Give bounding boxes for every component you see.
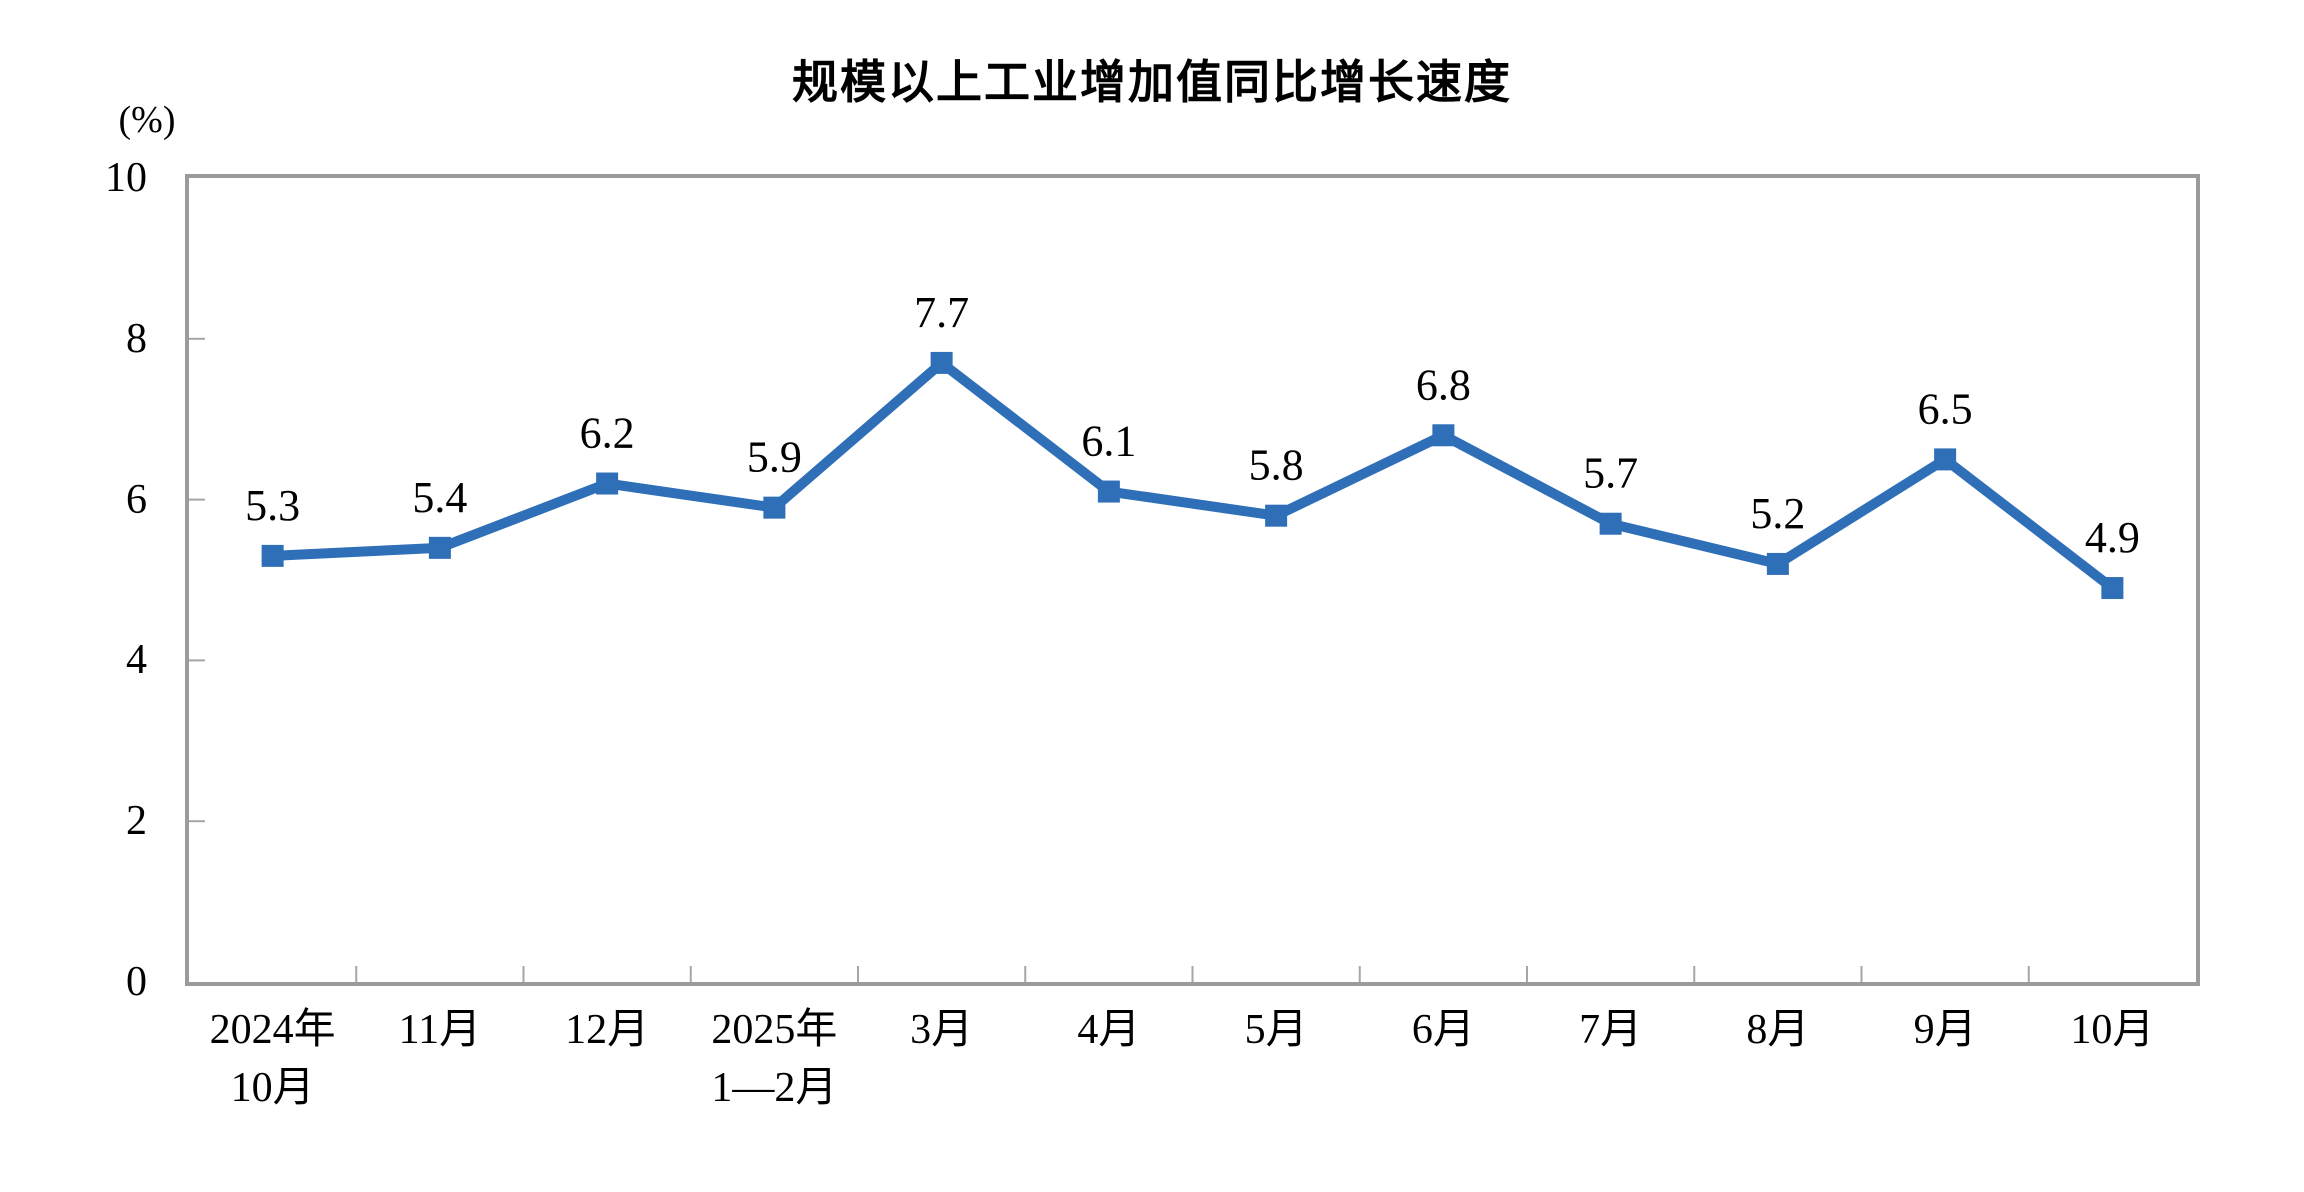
x-axis-category-label-line: 10月: [2070, 1007, 2155, 1053]
data-point-marker: [2101, 577, 2124, 600]
data-point-marker: [763, 496, 786, 519]
data-point-label: 6.1: [1081, 417, 1136, 466]
x-axis-category-label: 6月: [1323, 1001, 1563, 1059]
data-point-marker: [930, 351, 953, 374]
x-axis-category-label: 11月: [320, 1001, 560, 1059]
data-point-label: 5.4: [412, 473, 467, 522]
x-axis-category-label: 9月: [1825, 1001, 2065, 1059]
data-point-marker: [1934, 448, 1957, 471]
x-axis-category-label-line: 4月: [1077, 1007, 1141, 1053]
x-axis-category-label: 5月: [1156, 1001, 1396, 1059]
data-point-label: 7.7: [914, 288, 969, 337]
x-axis-category-label: 7月: [1491, 1001, 1731, 1059]
x-axis-category-label: 2025年 1—2月: [654, 1001, 894, 1117]
data-point-marker: [1599, 512, 1622, 535]
y-axis-tick-label: 0: [126, 959, 147, 1005]
data-point-label: 5.7: [1583, 449, 1638, 498]
x-axis-category-label: 2024年 10月: [153, 1001, 393, 1117]
data-point-label: 5.3: [245, 481, 300, 530]
x-axis-category-label-line: 6月: [1411, 1007, 1475, 1053]
x-axis-category-label-line: 2025年: [711, 1007, 838, 1053]
data-point-marker: [596, 472, 619, 495]
x-axis-category-label-line: 5月: [1244, 1007, 1308, 1053]
data-point-label: 5.9: [747, 433, 802, 482]
y-axis-tick-label: 6: [126, 476, 147, 523]
y-axis-tick-label: 2: [126, 798, 147, 845]
x-axis-category-label: 3月: [822, 1001, 1062, 1059]
y-axis-tick-label: 4: [126, 637, 147, 684]
x-axis-category-label-line: 3月: [910, 1007, 974, 1053]
chart-title: 规模以上工业增加值同比增长速度: [792, 56, 1512, 108]
data-point-label: 6.8: [1416, 360, 1471, 409]
y-axis-unit-label: (%): [118, 99, 176, 141]
data-point-marker: [1432, 424, 1455, 447]
data-point-label: 4.9: [2085, 513, 2140, 562]
x-axis-category-label: 12月: [487, 1001, 727, 1059]
data-point-label: 5.8: [1249, 441, 1304, 490]
x-axis-category-label: 8月: [1658, 1001, 1898, 1059]
x-axis-category-label: 10月: [1992, 1001, 2232, 1059]
data-point-label: 5.2: [1750, 489, 1805, 538]
data-point-label: 6.5: [1918, 384, 1973, 433]
data-point-marker: [1265, 504, 1288, 527]
x-axis-category-label-line: 1—2月: [711, 1065, 838, 1111]
y-axis-tick-label: 8: [126, 315, 147, 362]
plot-area: 5.3 5.4 6.2 5.9 7.7 6.1 5.8 6.8 5.7 5.2 6.5 4.9: [185, 174, 2200, 986]
series-line: [272, 356, 2116, 593]
x-axis-category-label-line: 2024年: [209, 1007, 336, 1053]
data-point-marker: [1766, 552, 1789, 575]
data-point-marker: [1097, 480, 1120, 503]
data-point-marker: [428, 536, 451, 559]
x-axis-category-label-line: 9月: [1913, 1007, 1977, 1053]
x-axis-category-label-line: 7月: [1579, 1007, 1643, 1053]
data-point-marker: [261, 544, 284, 567]
x-axis-category-label: 4月: [989, 1001, 1229, 1059]
line-chart-svg: 5.3 5.4 6.2 5.9 7.7 6.1 5.8 6.8 5.7 5.2 6.5 4.9: [189, 288, 2140, 982]
y-axis-tick-label: 10: [105, 155, 147, 201]
x-axis-category-label-line: 12月: [565, 1007, 650, 1053]
x-axis-category-label-line: 11月: [398, 1007, 482, 1053]
x-axis-category-label-line: 10月: [230, 1065, 315, 1111]
x-axis-category-label-line: 8月: [1746, 1007, 1810, 1053]
data-point-label: 6.2: [580, 409, 635, 458]
